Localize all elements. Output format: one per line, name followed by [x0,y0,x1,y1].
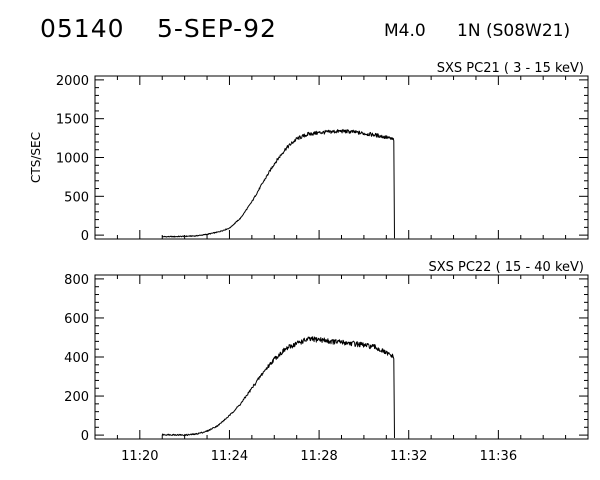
x-tick-label: 11:20 [121,449,158,464]
panel-title-1: SXS PC21 ( 3 - 15 keV) [437,61,584,76]
x-tick-label: 11:28 [300,449,337,464]
x-tick-label: 11:32 [390,449,427,464]
event-date: 5-SEP-92 [157,14,277,43]
flare-class: M4.0 [384,21,426,41]
y-tick-label: 400 [64,351,89,366]
event-id: 05140 [40,14,125,43]
y-tick-label: 1500 [56,113,89,128]
y-tick-label: 2000 [56,74,89,89]
panel-title-2: SXS PC22 ( 15 - 40 keV) [428,260,584,275]
y-tick-label: 500 [64,190,89,205]
y-tick-label: 800 [64,273,89,288]
x-tick-label: 11:24 [211,449,248,464]
y-tick-label: 0 [81,229,89,244]
plot-frame-2 [94,274,589,440]
y-tick-label: 0 [81,429,89,444]
y-tick-label: 1000 [56,152,89,167]
x-tick-label: 11:36 [480,449,517,464]
y-axis-label: CTS/SEC [29,132,43,183]
optical-class: 1N [457,21,481,41]
series-line-2-1 [161,336,395,439]
y-tick-label: 200 [64,390,89,405]
series-line-1-1 [161,128,395,239]
plot-frame-1 [94,75,589,240]
y-tick-label: 600 [64,312,89,327]
flare-location: (S08W21) [486,21,571,41]
